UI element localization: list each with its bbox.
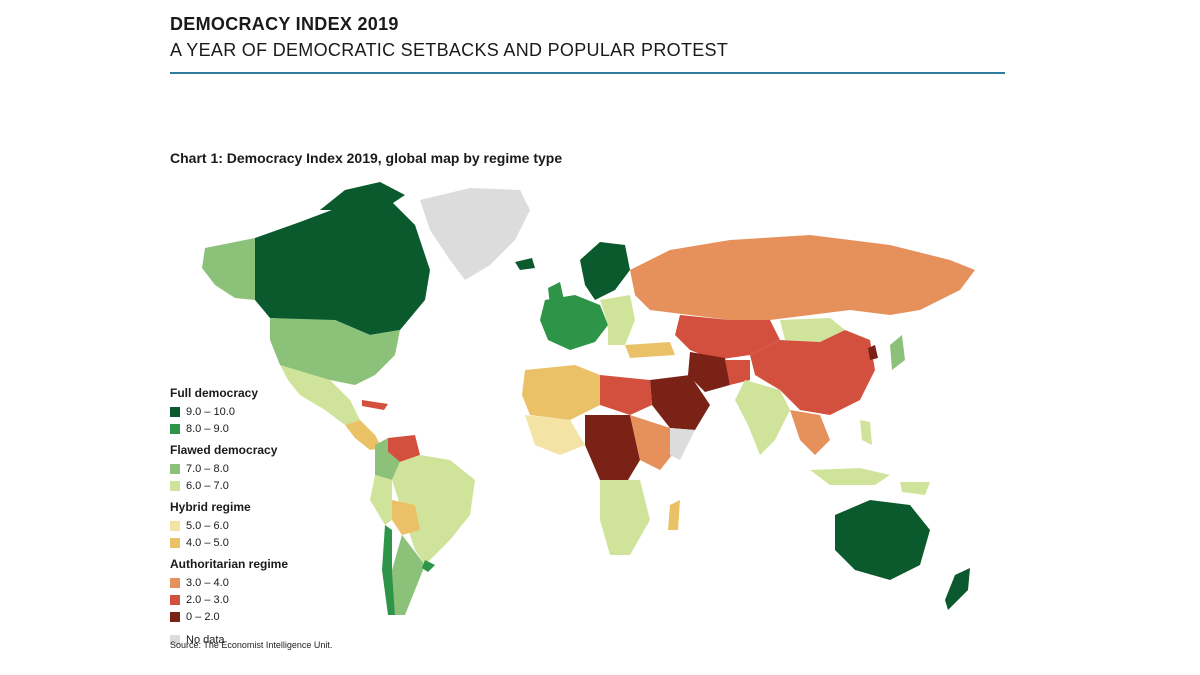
region-southern-africa [600,480,650,555]
legend-group-title: Hybrid regime [170,500,251,514]
region-new-zealand [945,568,970,610]
legend-label: 8.0 – 9.0 [186,422,229,435]
legend-item: 0 – 2.0 [170,608,288,625]
legend-item: 3.0 – 4.0 [170,574,288,591]
region-china [750,330,875,415]
legend-swatch [170,520,180,531]
legend-label: 6.0 – 7.0 [186,479,229,492]
legend-item: 9.0 – 10.0 [170,403,288,420]
region-madagascar [668,500,680,530]
region-peru [370,475,392,525]
legend-swatch [170,537,180,548]
legend-group-title: Flawed democracy [170,443,278,457]
region-north-korea [868,345,878,360]
region-north-africa [522,365,600,420]
legend-label: No data [186,633,225,646]
region-scandinavia [580,242,630,300]
region-east-africa [630,415,680,470]
legend-label: 2.0 – 3.0 [186,593,229,606]
region-alaska [202,238,255,300]
region-australia [835,500,930,580]
region-brazil [392,455,475,565]
legend-group: No data [170,631,288,648]
legend-item: 5.0 – 6.0 [170,517,288,534]
report-title: DEMOCRACY INDEX 2019 [170,14,399,34]
legend-swatch [170,611,180,622]
legend-group-title: Full democracy [170,386,259,400]
region-horn-africa [670,428,695,460]
legend-label: 5.0 – 6.0 [186,519,229,532]
region-saudi-arabia [650,375,710,430]
region-papua [900,482,930,495]
legend-group: Hybrid regime 5.0 – 6.0 4.0 – 5.0 [170,500,288,551]
region-iceland [515,258,535,270]
region-cuba [362,400,388,410]
region-uk [548,282,564,305]
region-iran [688,352,730,392]
legend-label: 7.0 – 8.0 [186,462,229,475]
region-central-africa [585,415,640,485]
legend-label: 9.0 – 10.0 [186,405,235,418]
region-central-america [345,420,382,450]
region-russia [630,235,975,320]
region-southeast-asia [790,410,830,455]
region-afghanistan [725,360,750,385]
region-usa [270,318,400,385]
header-divider [170,72,1005,74]
region-western-europe [540,295,608,350]
legend-label: 0 – 2.0 [186,610,220,623]
legend-item: 7.0 – 8.0 [170,460,288,477]
region-bolivia [392,500,420,535]
legend-group: Authoritarian regime 3.0 – 4.0 2.0 – 3.0 0 … [170,557,288,625]
region-eastern-europe [600,295,635,345]
legend-label: 3.0 – 4.0 [186,576,229,589]
region-mexico [280,365,360,425]
legend-swatch [170,480,180,491]
region-india [735,380,790,455]
region-colombia [375,438,400,480]
legend-group: Flawed democracy 7.0 – 8.0 6.0 – 7.0 [170,443,288,494]
map-legend: Full democracy 9.0 – 10.0 8.0 – 9.0 Flawed … [170,386,288,654]
legend-swatch [170,594,180,605]
source-note: Source: The Economist Intelligence Unit. [170,640,333,650]
legend-swatch [170,423,180,434]
region-canada [255,200,430,335]
region-venezuela [388,435,420,462]
region-chile [382,525,395,615]
world-map [202,182,975,615]
legend-item: 6.0 – 7.0 [170,477,288,494]
legend-group: Full democracy 9.0 – 10.0 8.0 – 9.0 [170,386,288,437]
region-canada-islands [320,182,405,210]
legend-swatch [170,406,180,417]
region-mongolia [780,318,845,342]
region-libya-egypt [600,375,652,415]
chart-title: Chart 1: Democracy Index 2019, global ma… [170,150,563,166]
region-uruguay [422,560,435,572]
legend-item: No data [170,631,288,648]
legend-group-title: Authoritarian regime [170,557,289,571]
report-subtitle: A YEAR OF DEMOCRATIC SETBACKS AND POPULA… [170,40,729,60]
legend-label: 4.0 – 5.0 [186,536,229,549]
region-japan [890,335,905,370]
region-west-africa [525,415,585,455]
region-turkey [625,342,675,358]
region-greenland [420,188,530,280]
legend-item: 8.0 – 9.0 [170,420,288,437]
legend-swatch [170,577,180,588]
legend-swatch [170,463,180,474]
region-central-asia [675,315,780,360]
region-philippines [860,420,872,445]
region-indonesia [810,468,890,485]
legend-swatch [170,634,180,645]
legend-item: 2.0 – 3.0 [170,591,288,608]
region-argentina [392,535,425,615]
legend-item: 4.0 – 5.0 [170,534,288,551]
